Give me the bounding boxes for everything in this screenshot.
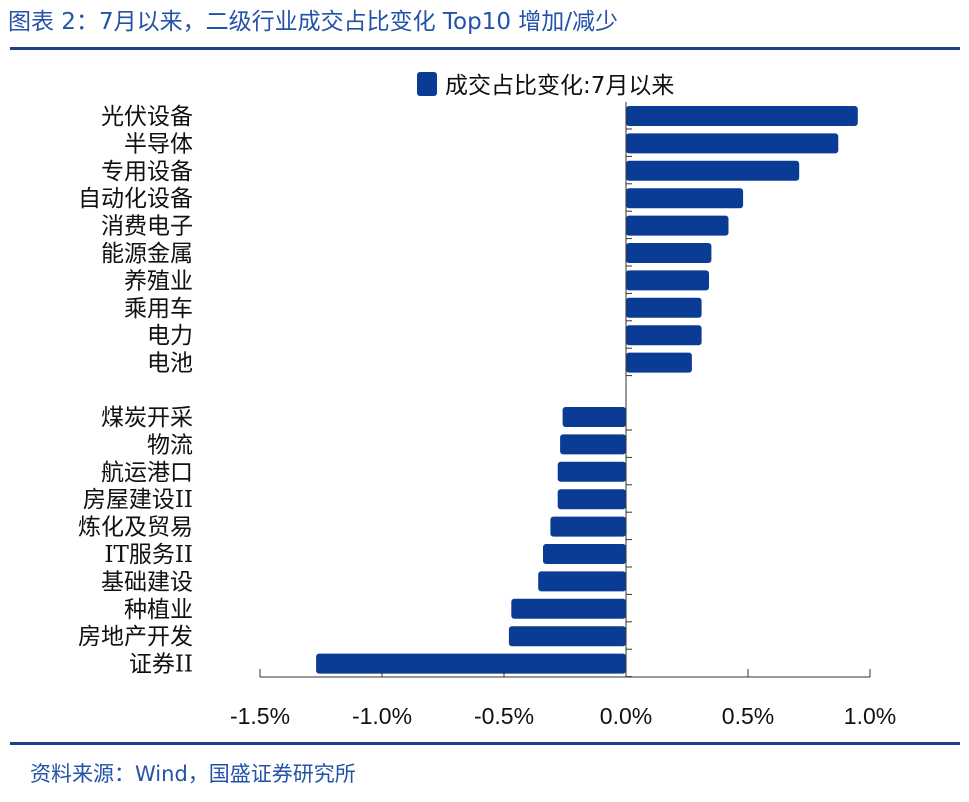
legend-swatch [417,72,437,96]
bar [626,243,712,263]
category-label: 物流 [147,432,193,458]
bar [316,653,626,674]
bar [508,626,626,647]
x-tick-label: 0.0% [600,703,652,729]
category-label: 半导体 [124,131,193,157]
bar [626,325,702,346]
category-label: 光伏设备 [101,104,193,130]
title-divider [10,47,960,50]
x-tick-label: -1.0% [352,703,412,729]
bar [562,407,626,427]
x-tick-label: 0.5% [722,703,774,729]
category-label: 电池 [147,351,193,377]
bar [626,106,858,126]
bar [550,516,626,537]
category-label: 煤炭开采 [101,405,193,431]
x-tick-label: -0.5% [474,703,534,729]
bar [511,598,626,619]
bar [626,133,839,154]
bar [626,270,709,291]
category-label: 房地产开发 [78,624,193,650]
figure-title: 图表 2：7月以来，二级行业成交占比变化 Top10 增加/减少 [8,9,619,35]
category-label: 电力 [147,323,193,349]
source-note: 资料来源：Wind，国盛证券研究所 [30,762,356,786]
category-label: IT服务II [104,542,193,568]
category-label: 基础建设 [101,569,193,595]
bar [626,188,744,209]
category-label: 专用设备 [101,159,193,185]
category-label: 自动化设备 [78,186,193,212]
category-label: 种植业 [124,597,193,623]
bar-chart: 成交占比变化:7月以来 光伏设备半导体专用设备自动化设备消费电子能源金属养殖业乘… [78,72,896,729]
category-label: 消费电子 [101,214,193,240]
chart-legend: 成交占比变化:7月以来 [417,72,674,99]
category-label: 能源金属 [101,241,193,267]
category-label: 养殖业 [124,268,193,294]
category-label: 证券II [129,652,193,678]
bar [626,352,692,373]
x-tick-label: 1.0% [844,703,896,729]
category-label: 房屋建设II [83,487,193,513]
bar [626,215,729,236]
category-label: 炼化及贸易 [78,515,193,541]
bar [538,571,626,592]
legend-label: 成交占比变化:7月以来 [445,73,674,99]
bar [560,434,626,455]
bar [557,461,626,482]
bar [626,160,800,181]
x-tick-label: -1.5% [230,703,290,729]
bar [543,544,626,564]
category-label: 航运港口 [101,460,193,486]
bar [626,297,702,318]
category-label: 乘用车 [124,296,193,322]
footer-divider [10,742,960,745]
bar [557,489,626,510]
